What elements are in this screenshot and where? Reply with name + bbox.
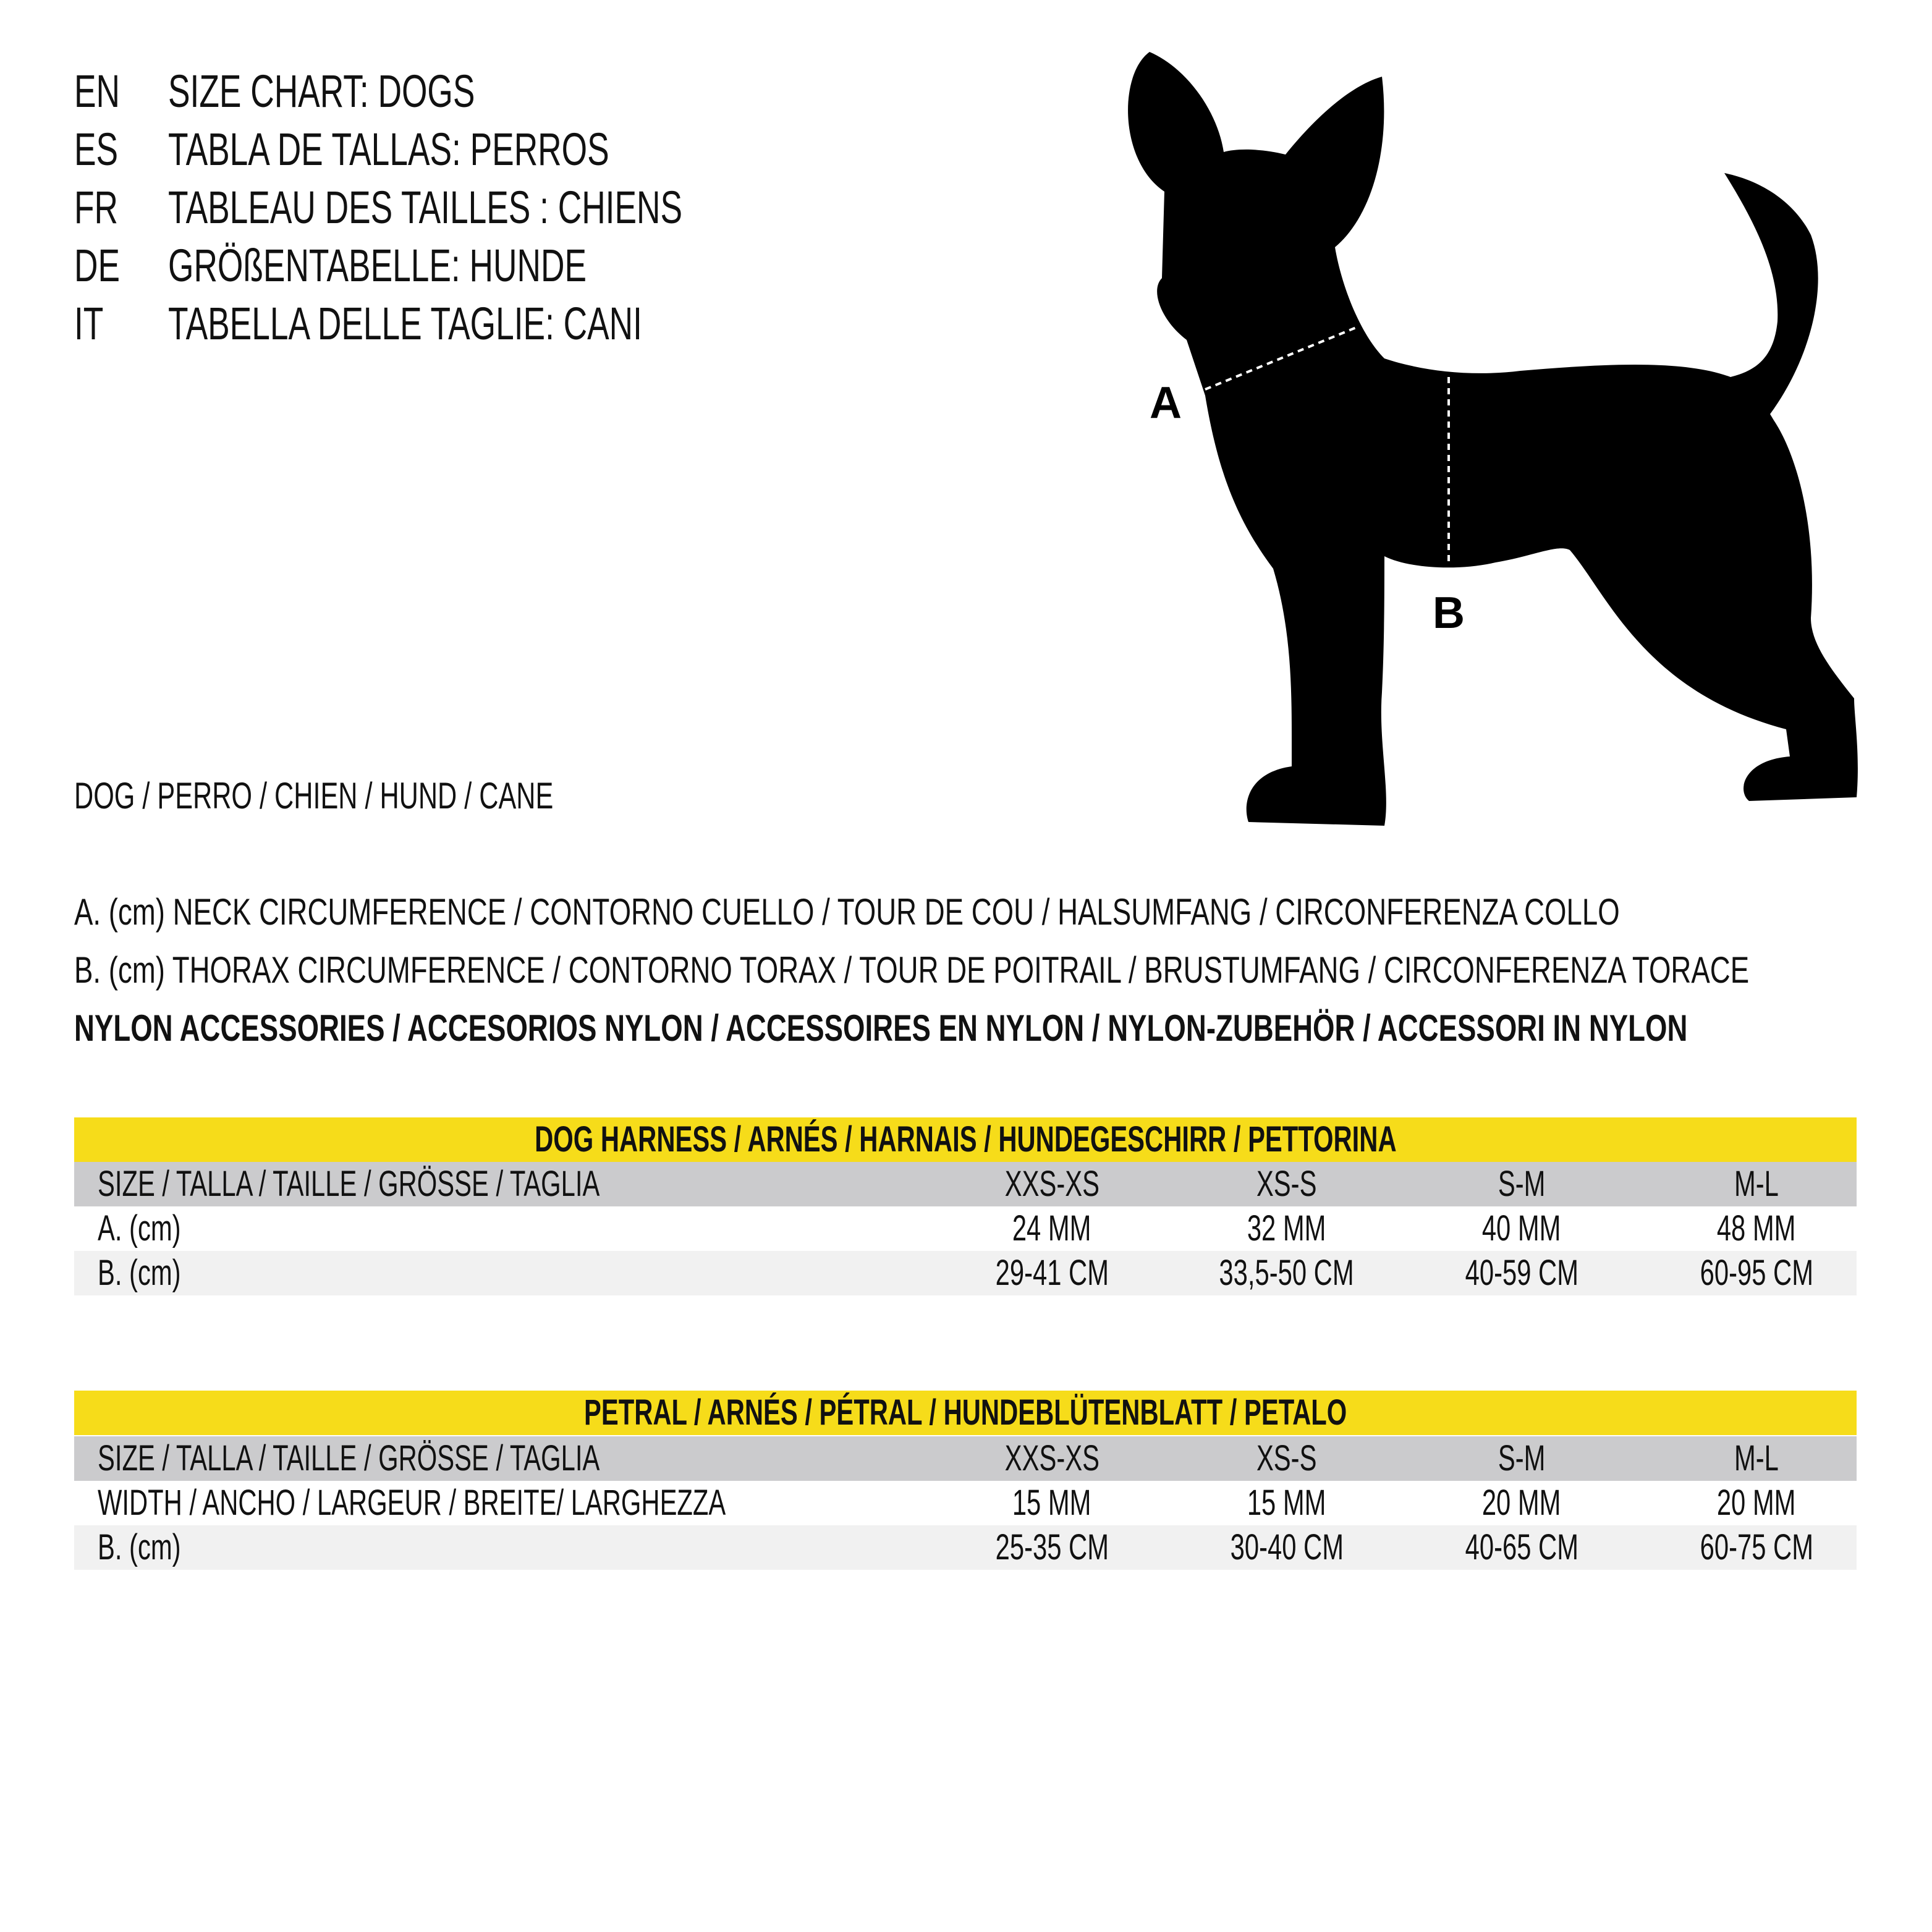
table-row: B. (cm) 25-35 CM 30-40 CM 40-65 CM 60-75… xyxy=(74,1525,1857,1570)
neck-measure-line xyxy=(1205,326,1357,391)
table-title: DOG HARNESS / ARNÉS / HARNAIS / HUNDEGES… xyxy=(74,1117,1857,1162)
title-it: TABELLA DELLE TAGLIE: CANI xyxy=(168,298,642,349)
title-es-code: ES xyxy=(74,124,119,175)
nylon-heading: NYLON ACCESSORIES / ACCESORIOS NYLON / A… xyxy=(74,1007,1688,1049)
legend-b: B. (cm) THORAX CIRCUMFERENCE / CONTORNO … xyxy=(74,949,1750,991)
dog-silhouette xyxy=(1128,52,1858,826)
dog-harness-table: DOG HARNESS / ARNÉS / HARNAIS / HUNDEGES… xyxy=(74,1117,1857,1295)
title-de: GRÖßENTABELLE: HUNDE xyxy=(168,240,587,291)
title-es: TABLA DE TALLAS: PERROS xyxy=(168,124,609,175)
title-fr: TABLEAU DES TAILLES : CHIENS xyxy=(168,182,683,233)
label-b: B xyxy=(1433,588,1465,638)
label-a: A xyxy=(1150,378,1182,428)
title-de-code: DE xyxy=(74,240,121,291)
table-row: WIDTH / ANCHO / LARGEUR / BREITE/ LARGHE… xyxy=(74,1481,1857,1525)
table-row: A. (cm) 24 MM 32 MM 40 MM 48 MM xyxy=(74,1206,1857,1251)
title-fr-code: FR xyxy=(74,182,119,233)
title-it-code: IT xyxy=(74,298,104,349)
petral-table: PETRAL / ARNÉS / PÉTRAL / HUNDEBLÜTENBLA… xyxy=(74,1391,1857,1570)
table-header-row: SIZE / TALLA / TAILLE / GRÖSSE / TAGLIA … xyxy=(74,1162,1857,1206)
table-header-row: SIZE / TALLA / TAILLE / GRÖSSE / TAGLIA … xyxy=(74,1436,1857,1481)
title-en-code: EN xyxy=(74,66,121,117)
title-en: SIZE CHART: DOGS xyxy=(168,66,475,117)
table-row: B. (cm) 29-41 CM 33,5-50 CM 40-59 CM 60-… xyxy=(74,1251,1857,1295)
table-title: PETRAL / ARNÉS / PÉTRAL / HUNDEBLÜTENBLA… xyxy=(74,1391,1857,1435)
animal-label: DOG / PERRO / CHIEN / HUND / CANE xyxy=(74,775,554,816)
legend-a: A. (cm) NECK CIRCUMFERENCE / CONTORNO CU… xyxy=(74,891,1620,933)
